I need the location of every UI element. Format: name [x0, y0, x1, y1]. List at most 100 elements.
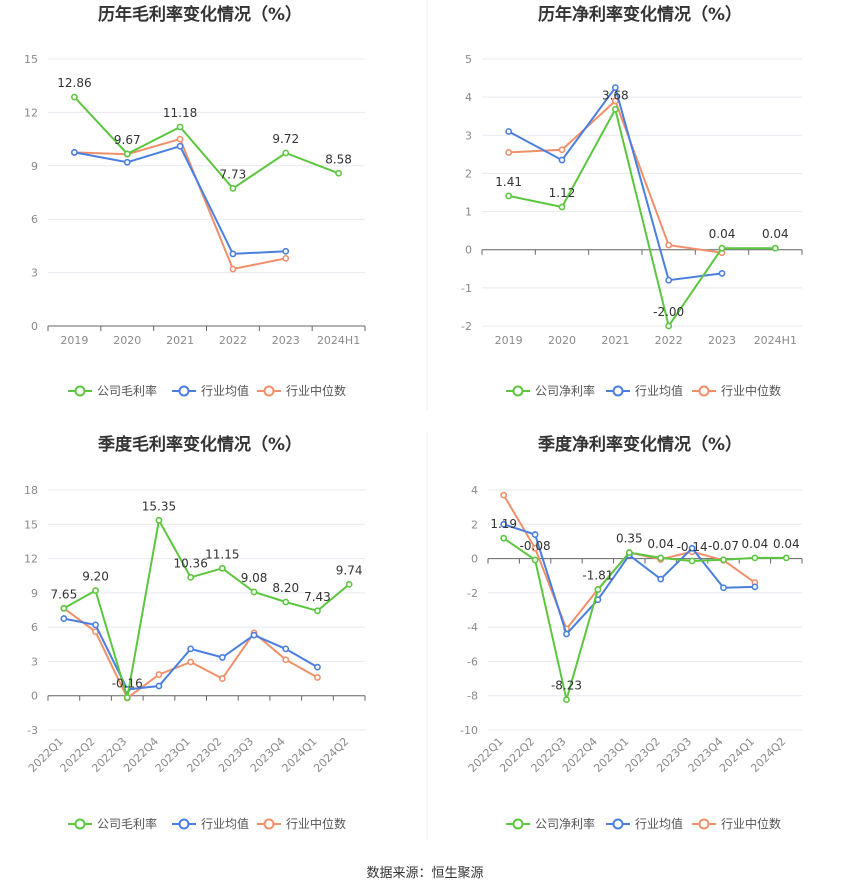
- data-label: -0.16: [112, 677, 143, 691]
- data-label: 0.04: [773, 537, 800, 551]
- data-point: [314, 674, 321, 681]
- x-tick-label: 2024Q2: [748, 735, 788, 775]
- legend-item-industry_median[interactable]: 行业中位数: [692, 816, 781, 831]
- y-tick-label: 9: [31, 587, 38, 600]
- legend-label: 行业中位数: [721, 383, 781, 398]
- chart-title: 历年净利率变化情况（%）: [538, 4, 742, 25]
- series-industry_median: [505, 97, 726, 257]
- data-point: [688, 557, 696, 565]
- data-point: [282, 645, 290, 653]
- legend-item-industry_median[interactable]: 行业中位数: [257, 383, 346, 398]
- legend-marker: [512, 385, 524, 397]
- y-tick-label: 0: [31, 320, 38, 333]
- data-point: [611, 105, 619, 113]
- data-point: [187, 573, 195, 581]
- data-label: 11.15: [205, 547, 239, 561]
- data-label: 0.04: [762, 227, 789, 241]
- legend-label: 行业中位数: [721, 816, 781, 831]
- legend-item-company[interactable]: 公司净利率: [506, 383, 595, 398]
- series-industry_avg: [71, 142, 290, 258]
- data-label: 0.04: [709, 227, 736, 241]
- legend-marker: [74, 818, 86, 830]
- data-label: -1.81: [582, 569, 613, 583]
- data-point: [665, 276, 673, 284]
- data-point: [176, 142, 184, 150]
- x-tick-label: 2024H1: [317, 334, 360, 347]
- y-tick-label: 2: [471, 518, 478, 531]
- data-point: [563, 696, 570, 704]
- legend-marker: [698, 818, 710, 830]
- data-point: [218, 564, 226, 572]
- data-point: [718, 269, 726, 277]
- x-tick-label: 2024Q2: [311, 735, 351, 775]
- legend-label: 行业中位数: [286, 816, 346, 831]
- data-label: 9.67: [114, 133, 141, 147]
- annual-gross-chart: 历年毛利率变化情况（%） 0 3 6 9 12 15 2019 2020 2021 2022 2023…: [24, 4, 366, 398]
- legend-item-industry_avg[interactable]: 行业均值: [606, 383, 683, 398]
- legend-item-industry_avg[interactable]: 行业均值: [172, 816, 249, 831]
- legend-marker: [612, 385, 624, 397]
- data-point: [218, 675, 226, 682]
- data-point: [229, 265, 237, 273]
- legend-marker: [612, 818, 624, 830]
- data-point: [176, 123, 184, 131]
- x-tick-label: 2022: [219, 334, 247, 347]
- data-point: [187, 645, 195, 653]
- data-point: [60, 615, 68, 622]
- legend-item-industry_median[interactable]: 行业中位数: [692, 383, 781, 398]
- chart-title: 季度净利率变化情况（%）: [538, 434, 742, 455]
- data-label: -2.00: [653, 305, 684, 319]
- data-point: [282, 656, 290, 664]
- legend-item-industry_avg[interactable]: 行业均值: [606, 816, 683, 831]
- data-point: [282, 247, 290, 255]
- x-tick-label: 2022: [655, 334, 683, 347]
- data-point: [500, 520, 508, 528]
- data-point: [611, 97, 619, 105]
- x-tick-label: 2019: [495, 334, 523, 347]
- series-industry_median: [71, 135, 290, 273]
- data-point: [558, 203, 566, 211]
- series-company: 12.86 9.67 11.18 7.73 9.72 8.58: [57, 76, 352, 192]
- data-point: [771, 244, 779, 252]
- legend-label: 公司净利率: [535, 383, 595, 398]
- data-point: [625, 549, 633, 556]
- y-tick-label: 3: [31, 267, 38, 280]
- data-point: [531, 556, 539, 564]
- data-label: -0.14: [677, 540, 708, 554]
- data-point: [720, 584, 727, 592]
- y-tick-label: -2: [467, 587, 478, 600]
- legend-item-company[interactable]: 公司净利率: [506, 816, 595, 831]
- legend-item-industry_avg[interactable]: 行业均值: [172, 383, 249, 398]
- legend-marker: [178, 385, 190, 397]
- y-tick-label: 18: [24, 484, 38, 497]
- data-point: [558, 156, 566, 164]
- data-point: [250, 631, 258, 639]
- data-point: [505, 128, 513, 135]
- y-tick-label: 9: [31, 160, 38, 173]
- data-point: [123, 158, 131, 166]
- data-point: [92, 621, 99, 629]
- chart-title: 季度毛利率变化情况（%）: [98, 434, 302, 455]
- data-label: -0.07: [708, 539, 739, 553]
- y-tick-label: 0: [471, 553, 478, 566]
- legend-item-company[interactable]: 公司毛利率: [68, 383, 157, 398]
- y-tick-label: 3: [31, 655, 38, 668]
- data-point: [563, 630, 570, 638]
- x-tick-label: 2021: [166, 334, 194, 347]
- y-tick-label: 5: [465, 53, 472, 66]
- series-line-industry_avg: [74, 144, 286, 255]
- legend-marker: [263, 385, 275, 397]
- data-point: [229, 250, 237, 258]
- y-tick-label: -4: [467, 621, 478, 634]
- series-line-company: [73, 96, 339, 190]
- legend-marker: [263, 818, 275, 830]
- legend-marker: [698, 385, 710, 397]
- quarterly-net-chart: 季度净利率变化情况（%）-10-8-6-4-20242022Q12022Q220…: [460, 434, 803, 831]
- series-line-company: [508, 106, 776, 329]
- legend-item-company[interactable]: 公司毛利率: [68, 816, 157, 831]
- data-label: 8.20: [272, 581, 299, 595]
- legend-item-industry_median[interactable]: 行业中位数: [257, 816, 346, 831]
- legend-marker: [74, 385, 86, 397]
- data-label: 10.36: [173, 556, 207, 570]
